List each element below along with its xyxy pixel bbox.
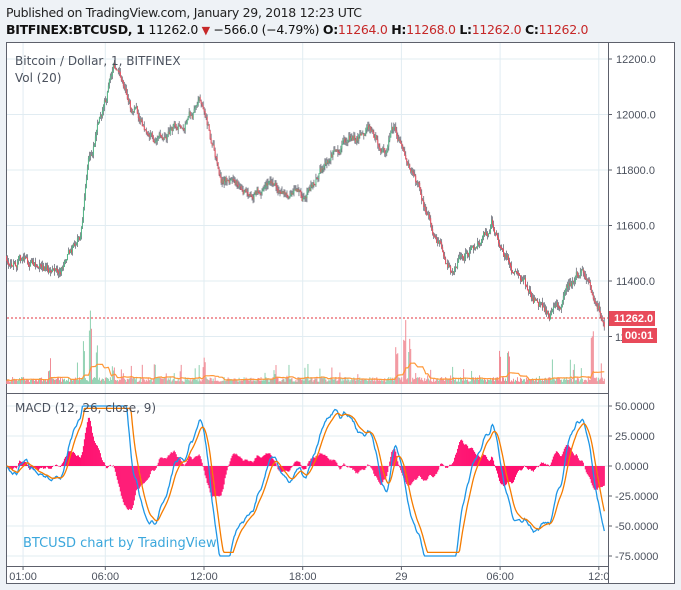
close-label: C: (525, 22, 539, 37)
symbol-label: BITFINEX:BTCUSD, 1 (6, 22, 145, 37)
svg-text:0.0000: 0.0000 (615, 461, 649, 473)
svg-text:11600.0: 11600.0 (616, 221, 655, 233)
open-label: O: (322, 22, 338, 37)
svg-text:12:0: 12:0 (588, 571, 609, 583)
svg-text:12:00: 12:00 (190, 571, 218, 583)
macd-line (6, 405, 605, 557)
tradingview-watermark[interactable]: BTCUSD chart by TradingView (23, 536, 217, 551)
open-value: 11264.0 (337, 22, 388, 37)
svg-text:06:00: 06:00 (92, 571, 120, 583)
svg-text:25.0000: 25.0000 (615, 431, 655, 443)
time-axis[interactable]: 01:00 06:00 12:00 18:00 29 06:00 12:0 (9, 566, 610, 583)
macd-axis[interactable]: 50.0000 25.0000 0.0000 -25.0000 -50.0000 -75.… (608, 401, 658, 563)
high-label: H: (391, 22, 407, 37)
countdown-badge: 00:01 (622, 328, 657, 343)
svg-text:50.0000: 50.0000 (615, 401, 655, 413)
last-price-badge: 11262.0 (609, 311, 655, 326)
svg-text:-50.0000: -50.0000 (615, 521, 658, 533)
high-value: 11268.0 (406, 22, 456, 37)
signal-line (6, 407, 605, 554)
price-change: −566.0 (−4.79%) (213, 22, 320, 37)
low-value: 11262.0 (471, 22, 522, 37)
svg-text:29: 29 (395, 571, 407, 583)
svg-text:12200.0: 12200.0 (616, 54, 656, 66)
volume-ma-line (6, 362, 605, 382)
svg-text:18:00: 18:00 (289, 571, 317, 583)
svg-text:-25.0000: -25.0000 (615, 491, 658, 503)
svg-text:11400.0: 11400.0 (616, 276, 655, 288)
symbol-info-line: BITFINEX:BTCUSD, 1 11262.0 ▼ −566.0 (−4.… (6, 22, 588, 37)
svg-text:12000.0: 12000.0 (616, 110, 656, 122)
svg-text:-75.0000: -75.0000 (615, 551, 658, 563)
published-caption: Published on TradingView.com, January 29… (6, 5, 362, 20)
volume-bars (6, 310, 605, 384)
svg-text:06:00: 06:00 (486, 571, 514, 583)
last-price: 11262.0 (148, 22, 198, 37)
chart-frame (6, 42, 675, 584)
price-axis[interactable]: 12200.0 12000.0 11800.0 11600.0 11400.0 (608, 54, 656, 337)
low-label: L: (459, 22, 472, 37)
svg-text:11262.0: 11262.0 (614, 313, 653, 325)
svg-text:00:01: 00:01 (625, 330, 653, 342)
price-tick-partial: 11 (615, 332, 626, 344)
macd-legend[interactable]: MACD (12, 26, close, 9) (15, 401, 156, 415)
down-triangle-icon: ▼ (201, 24, 210, 37)
close-value: 11262.0 (538, 22, 589, 37)
volume-legend[interactable]: Vol (20) (15, 71, 61, 85)
svg-text:11800.0: 11800.0 (616, 165, 655, 177)
price-candles (6, 60, 605, 331)
svg-text:01:00: 01:00 (9, 571, 37, 583)
main-pane-title[interactable]: Bitcoin / Dollar, 1, BITFINEX (15, 54, 181, 68)
